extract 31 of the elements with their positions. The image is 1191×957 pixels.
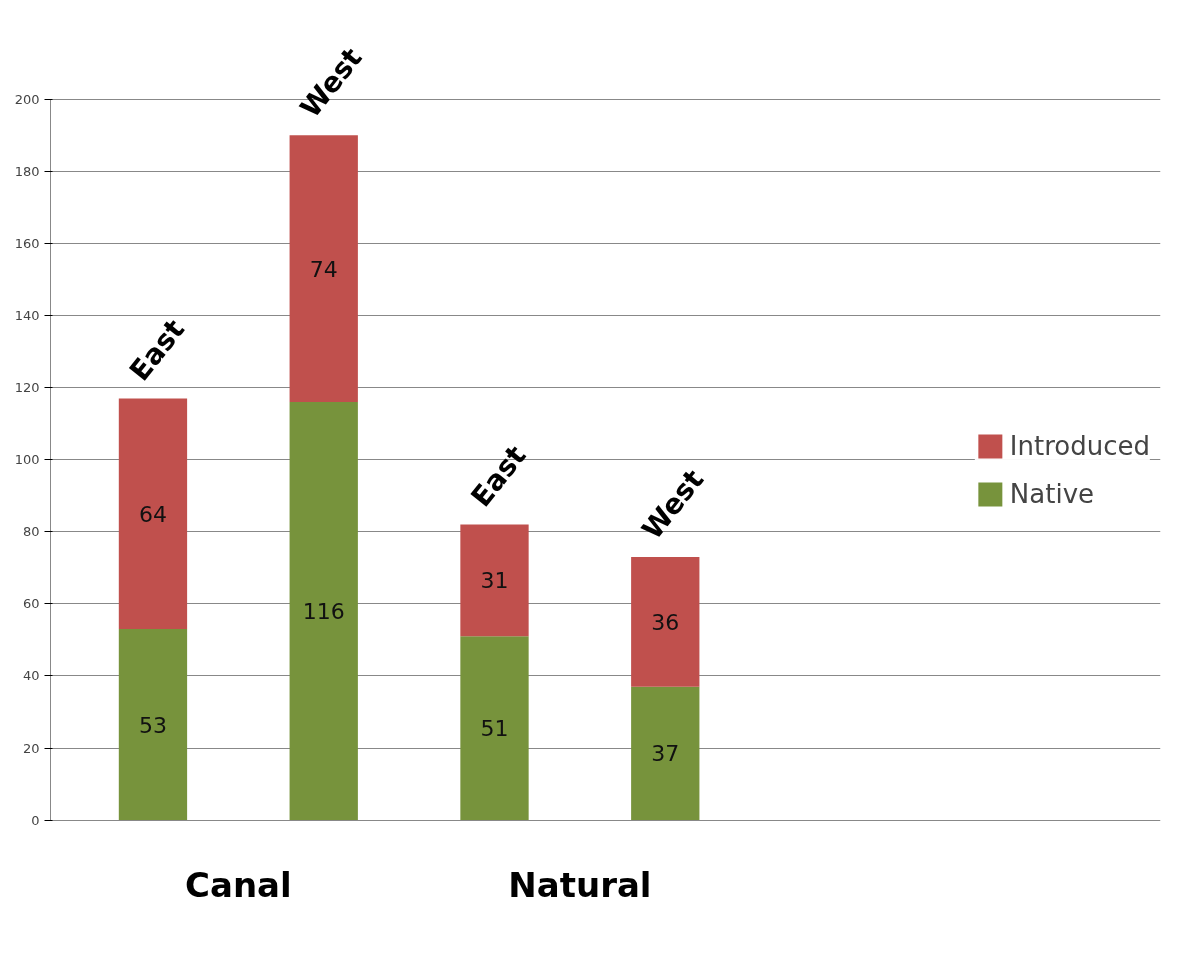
data-label: 53: [138, 712, 167, 738]
y-tick-label: 140: [14, 308, 40, 323]
y-tick-label: 60: [22, 596, 40, 612]
bar: [460, 524, 529, 637]
data-label: 37: [651, 741, 680, 767]
bar: [118, 398, 188, 630]
y-tick-label: 100: [14, 452, 40, 468]
data-label: 31: [480, 568, 509, 594]
bar: [118, 629, 188, 821]
y-tick-label: 200: [14, 91, 40, 107]
text: Canal: [185, 865, 292, 906]
y-tick-label: 80: [22, 524, 40, 540]
y-tick-label: 40: [22, 668, 40, 684]
data-label: 64: [138, 501, 167, 527]
bar: [631, 557, 700, 687]
bar: [460, 636, 529, 821]
y-tick-label: 160: [14, 235, 40, 251]
y-tick-label: 180: [14, 163, 40, 179]
legend-label: Native: [1009, 479, 1095, 509]
legend-label: Introduced: [1009, 431, 1150, 461]
y-tick-label: 20: [22, 740, 40, 756]
bar: [289, 135, 358, 403]
data-label: 116: [302, 599, 345, 625]
y-tick-label: 120: [14, 380, 40, 396]
y-tick-label: 0: [31, 812, 40, 828]
text: Natural: [508, 865, 652, 906]
data-label: 51: [480, 716, 509, 742]
bar: [289, 402, 358, 821]
bar: [631, 686, 700, 821]
data-label: 74: [309, 256, 338, 282]
data-label: 36: [651, 609, 680, 635]
